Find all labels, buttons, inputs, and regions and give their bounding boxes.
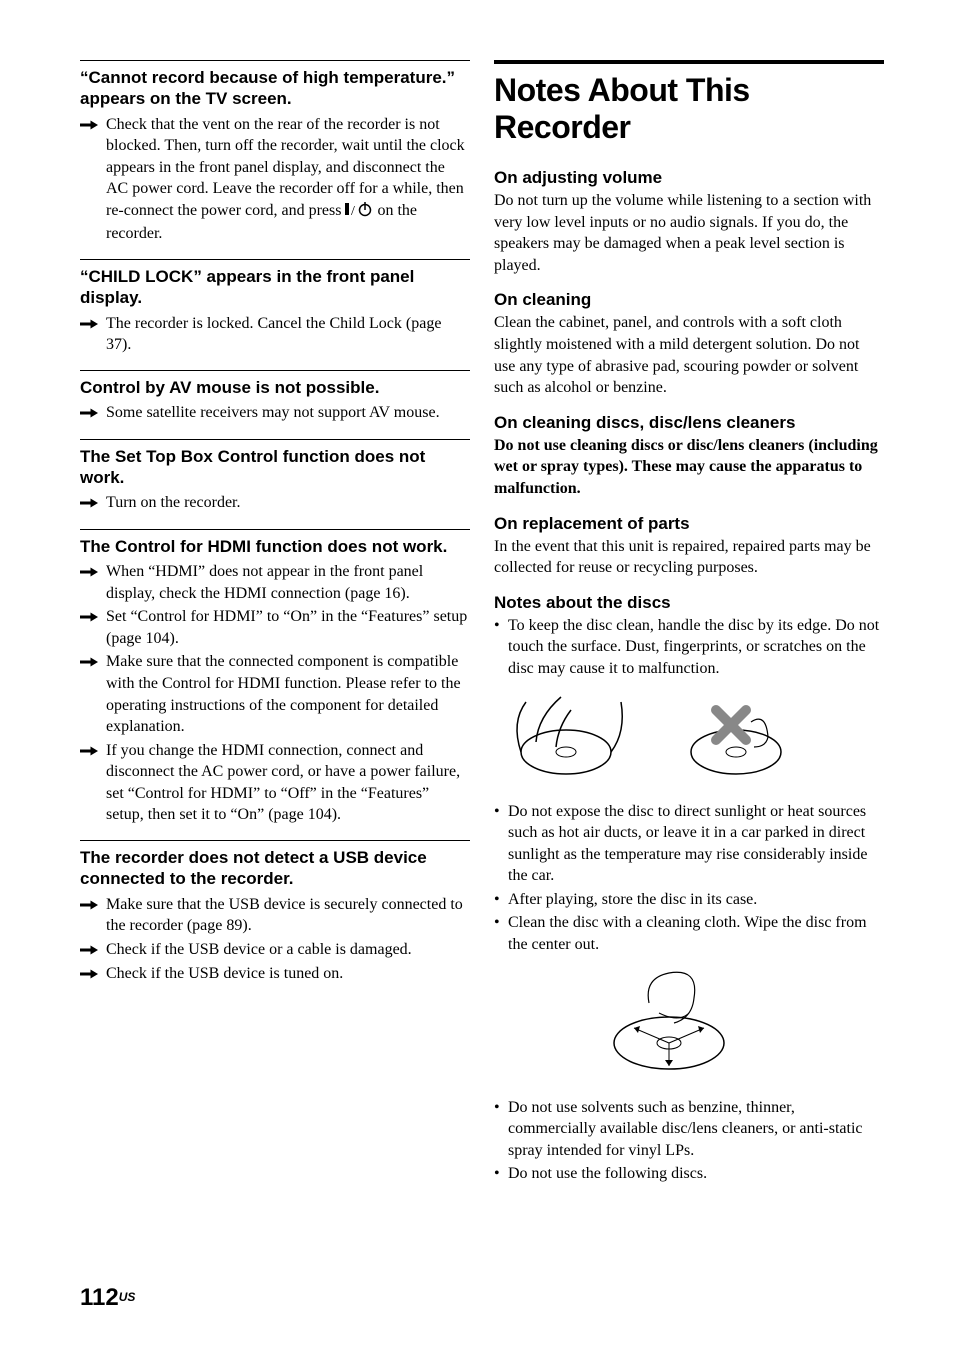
- page-number: 112: [80, 1284, 119, 1311]
- bullet-dot-icon: •: [494, 889, 508, 911]
- trouble-text: Check if the USB device is tuned on.: [106, 963, 470, 985]
- disc-handling-figure: [506, 692, 884, 787]
- bullet-list: • Do not expose the disc to direct sunli…: [494, 801, 884, 956]
- bullet-text: Clean the disc with a cleaning cloth. Wi…: [508, 912, 884, 955]
- trouble-section: The recorder does not detect a USB devic…: [80, 840, 470, 986]
- power-icon: /: [345, 201, 373, 224]
- arrow-icon: [80, 492, 106, 515]
- trouble-list: The recorder is locked. Cancel the Child…: [80, 313, 470, 356]
- arrow-icon: [80, 313, 106, 336]
- bullet-text: Do not use the following discs.: [508, 1163, 884, 1185]
- trouble-heading: The recorder does not detect a USB devic…: [80, 840, 470, 890]
- arrow-icon: [80, 402, 106, 425]
- page-footer: 112US: [80, 1284, 135, 1312]
- trouble-list: Some satellite receivers may not support…: [80, 402, 470, 425]
- sub-heading: Notes about the discs: [494, 593, 884, 613]
- trouble-text: The recorder is locked. Cancel the Child…: [106, 313, 470, 356]
- body-text: Clean the cabinet, panel, and controls w…: [494, 312, 884, 398]
- arrow-icon: [80, 939, 106, 962]
- arrow-icon: [80, 606, 106, 629]
- sub-heading: On replacement of parts: [494, 514, 884, 534]
- trouble-heading: The Control for HDMI function does not w…: [80, 529, 470, 557]
- trouble-text: Check if the USB device or a cable is da…: [106, 939, 470, 961]
- bullet-item: • Clean the disc with a cleaning cloth. …: [494, 912, 884, 955]
- bullet-list: • To keep the disc clean, handle the dis…: [494, 615, 884, 680]
- trouble-heading: “Cannot record because of high temperatu…: [80, 60, 470, 110]
- bullet-item: • Do not use solvents such as benzine, t…: [494, 1097, 884, 1162]
- trouble-text: Some satellite receivers may not support…: [106, 402, 470, 424]
- trouble-section: The Control for HDMI function does not w…: [80, 529, 470, 826]
- trouble-list: Turn on the recorder.: [80, 492, 470, 515]
- trouble-item: Check if the USB device or a cable is da…: [80, 939, 470, 962]
- trouble-text: Set “Control for HDMI” to “On” in the “F…: [106, 606, 470, 649]
- bullet-text: To keep the disc clean, handle the disc …: [508, 615, 884, 680]
- trouble-text: Check that the vent on the rear of the r…: [106, 114, 470, 246]
- arrow-icon: [80, 894, 106, 917]
- bullet-item: • After playing, store the disc in its c…: [494, 889, 884, 911]
- trouble-item: Set “Control for HDMI” to “On” in the “F…: [80, 606, 470, 649]
- bullet-item: • To keep the disc clean, handle the dis…: [494, 615, 884, 680]
- trouble-heading: “CHILD LOCK” appears in the front panel …: [80, 259, 470, 309]
- page-columns: “Cannot record because of high temperatu…: [80, 60, 884, 1187]
- bullet-text: Do not use solvents such as benzine, thi…: [508, 1097, 884, 1162]
- right-column: Notes About This Recorder On adjusting v…: [494, 60, 884, 1187]
- sub-heading: On cleaning discs, disc/lens cleaners: [494, 413, 884, 433]
- trouble-heading: The Set Top Box Control function does no…: [80, 439, 470, 489]
- trouble-item: Check that the vent on the rear of the r…: [80, 114, 470, 246]
- body-text-bold: Do not use cleaning discs or disc/lens c…: [494, 435, 884, 500]
- arrow-icon: [80, 651, 106, 674]
- body-text: Do not turn up the volume while listenin…: [494, 190, 884, 276]
- bullet-dot-icon: •: [494, 1163, 508, 1185]
- trouble-item: Some satellite receivers may not support…: [80, 402, 470, 425]
- trouble-section: “Cannot record because of high temperatu…: [80, 60, 470, 245]
- bullet-item: • Do not use the following discs.: [494, 1163, 884, 1185]
- arrow-icon: [80, 740, 106, 763]
- svg-text:/: /: [351, 204, 355, 217]
- bullet-dot-icon: •: [494, 1097, 508, 1119]
- disc-wipe-figure: [594, 968, 884, 1083]
- trouble-text: Make sure that the connected component i…: [106, 651, 470, 737]
- arrow-icon: [80, 963, 106, 986]
- trouble-list: When “HDMI” does not appear in the front…: [80, 561, 470, 826]
- trouble-text: Turn on the recorder.: [106, 492, 470, 514]
- trouble-item: The recorder is locked. Cancel the Child…: [80, 313, 470, 356]
- trouble-item: Check if the USB device is tuned on.: [80, 963, 470, 986]
- trouble-text: When “HDMI” does not appear in the front…: [106, 561, 470, 604]
- trouble-heading: Control by AV mouse is not possible.: [80, 370, 470, 398]
- trouble-text: Make sure that the USB device is securel…: [106, 894, 470, 937]
- trouble-text: If you change the HDMI connection, conne…: [106, 740, 470, 826]
- arrow-icon: [80, 114, 106, 137]
- trouble-section: “CHILD LOCK” appears in the front panel …: [80, 259, 470, 356]
- sub-heading: On adjusting volume: [494, 168, 884, 188]
- trouble-item: If you change the HDMI connection, conne…: [80, 740, 470, 826]
- bullet-list: • Do not use solvents such as benzine, t…: [494, 1097, 884, 1185]
- trouble-section: Control by AV mouse is not possible. Som…: [80, 370, 470, 425]
- trouble-item: Make sure that the USB device is securel…: [80, 894, 470, 937]
- bullet-dot-icon: •: [494, 912, 508, 934]
- trouble-list: Make sure that the USB device is securel…: [80, 894, 470, 986]
- trouble-list: Check that the vent on the rear of the r…: [80, 114, 470, 246]
- main-title: Notes About This Recorder: [494, 60, 884, 146]
- page-suffix: US: [119, 1290, 136, 1304]
- trouble-item: When “HDMI” does not appear in the front…: [80, 561, 470, 604]
- bullet-item: • Do not expose the disc to direct sunli…: [494, 801, 884, 887]
- bullet-dot-icon: •: [494, 801, 508, 823]
- bullet-dot-icon: •: [494, 615, 508, 637]
- trouble-item: Make sure that the connected component i…: [80, 651, 470, 737]
- arrow-icon: [80, 561, 106, 584]
- sub-heading: On cleaning: [494, 290, 884, 310]
- body-text: In the event that this unit is repaired,…: [494, 536, 884, 579]
- trouble-item: Turn on the recorder.: [80, 492, 470, 515]
- left-column: “Cannot record because of high temperatu…: [80, 60, 470, 1187]
- bullet-text: Do not expose the disc to direct sunligh…: [508, 801, 884, 887]
- trouble-section: The Set Top Box Control function does no…: [80, 439, 470, 515]
- bullet-text: After playing, store the disc in its cas…: [508, 889, 884, 911]
